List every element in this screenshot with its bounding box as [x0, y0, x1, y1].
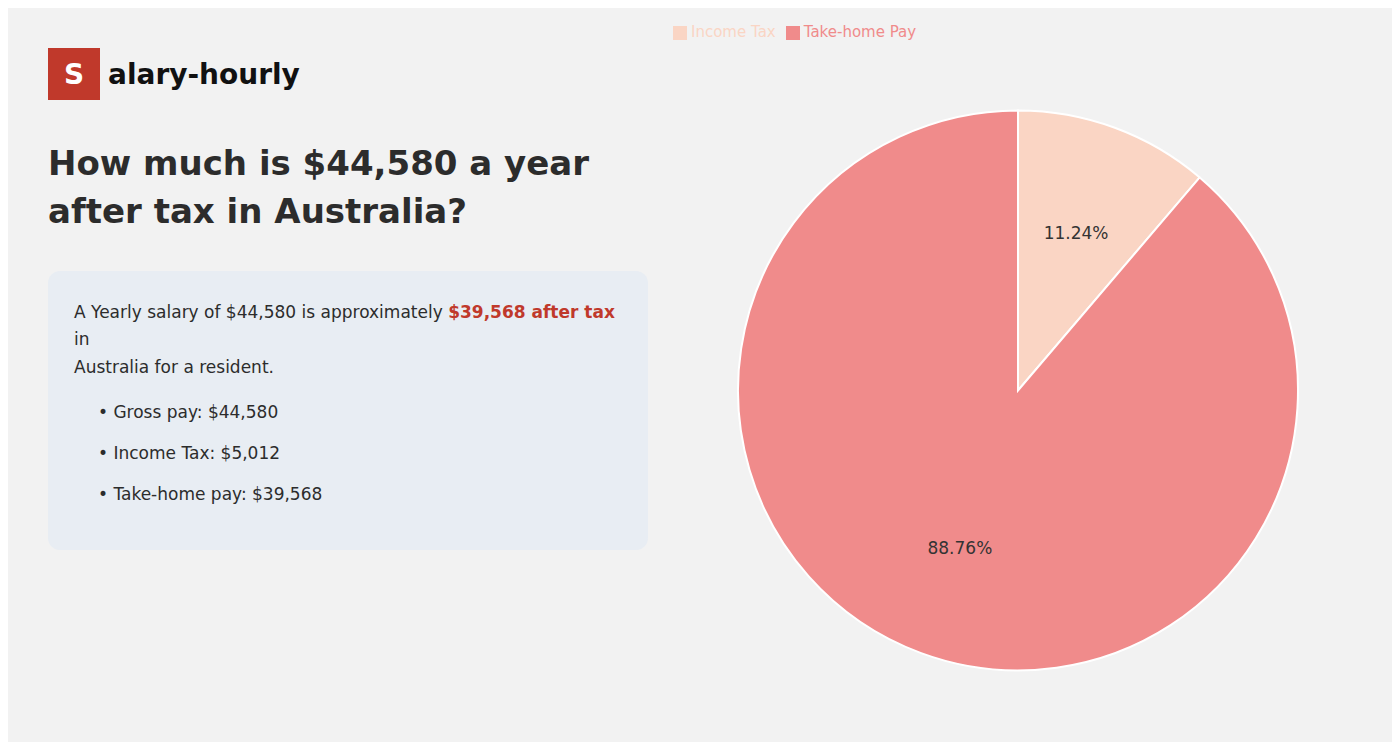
svg-text:11.24%: 11.24% [1044, 223, 1109, 243]
html-text:Income Tax: Income Tax [691, 23, 776, 41]
html-text:How much is $44,580 a year aft: How much is $44,580 a year after tax in … [48, 143, 589, 231]
html-text:in: in [74, 329, 90, 350]
html-text:S: S [63, 57, 85, 91]
html-text:Take-home Pay: Take-home Pay [803, 23, 917, 41]
svg-text:88.76%: 88.76% [927, 538, 992, 558]
html-text:• Income Tax: $5,012: • Income Tax: $5,012 [98, 442, 281, 463]
html-text:• Take-home pay: $39,568: • Take-home pay: $39,568 [98, 484, 323, 505]
html-text:• Gross pay: $44,580: • Gross pay: $44,580 [98, 401, 279, 422]
html-text:Australia for a resident.: Australia for a resident. [74, 356, 274, 377]
html-text:alary-hourly: alary-hourly [108, 57, 300, 91]
html-text:A Yearly salary of $44,580 is: A Yearly salary of $44,580 is approximat… [74, 302, 615, 323]
